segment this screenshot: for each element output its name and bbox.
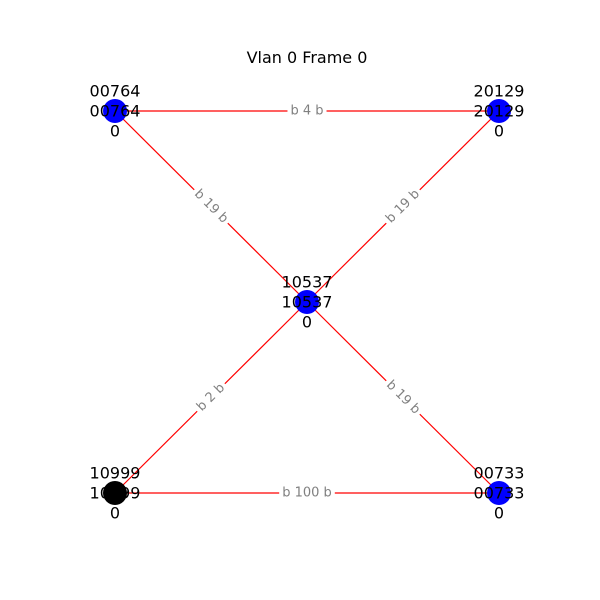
node-n00733 xyxy=(487,481,511,505)
node-label-line: 00733 xyxy=(474,464,525,483)
node-label-line: 10999 xyxy=(90,484,141,503)
node-label-line: 10537 xyxy=(282,273,333,292)
edge-label-group: b 4 b xyxy=(287,102,327,120)
nodes-layer xyxy=(103,99,511,505)
edge-label-background xyxy=(287,102,327,120)
edge-label-background xyxy=(279,484,335,502)
node-n10999 xyxy=(103,481,127,505)
edge-label-background xyxy=(188,183,234,230)
node-label-line: 00733 xyxy=(474,484,525,503)
edge-label-background xyxy=(380,374,426,421)
edge-label: b 19 b xyxy=(383,187,423,227)
node-label-line: 0 xyxy=(110,504,120,523)
node-label-line: 0 xyxy=(302,313,312,332)
node-label-line: 20129 xyxy=(474,102,525,121)
node-label-line: 0 xyxy=(110,122,120,141)
edge-label-group: b 19 b xyxy=(188,183,234,230)
node-label-line: 0 xyxy=(494,122,504,141)
edge-label: b 100 b xyxy=(282,486,332,501)
node-label-line: 0 xyxy=(494,504,504,523)
node-label-line: 20129 xyxy=(474,82,525,101)
node-label-line: 10999 xyxy=(90,464,141,483)
node-n10537 xyxy=(295,290,319,314)
node-labels-layer: 0076400764020129201290105371053701099910… xyxy=(90,82,525,523)
edge-label: b 19 b xyxy=(191,187,231,227)
node-n20129 xyxy=(487,99,511,123)
diagram-title: Vlan 0 Frame 0 xyxy=(247,48,368,67)
edge-label-background xyxy=(191,377,231,418)
edge-label: b 4 b xyxy=(290,104,323,119)
node-label-line: 00764 xyxy=(90,82,141,101)
node-label-line: 10537 xyxy=(282,293,333,312)
edge-label-background xyxy=(380,183,426,230)
edge-label-group: b 19 b xyxy=(380,183,426,230)
edge-label-group: b 19 b xyxy=(380,374,426,421)
node-label-line: 00764 xyxy=(90,102,141,121)
edge-label: b 19 b xyxy=(383,378,423,418)
node-n00764 xyxy=(103,99,127,123)
edge-label-group: b 100 b xyxy=(279,484,335,502)
